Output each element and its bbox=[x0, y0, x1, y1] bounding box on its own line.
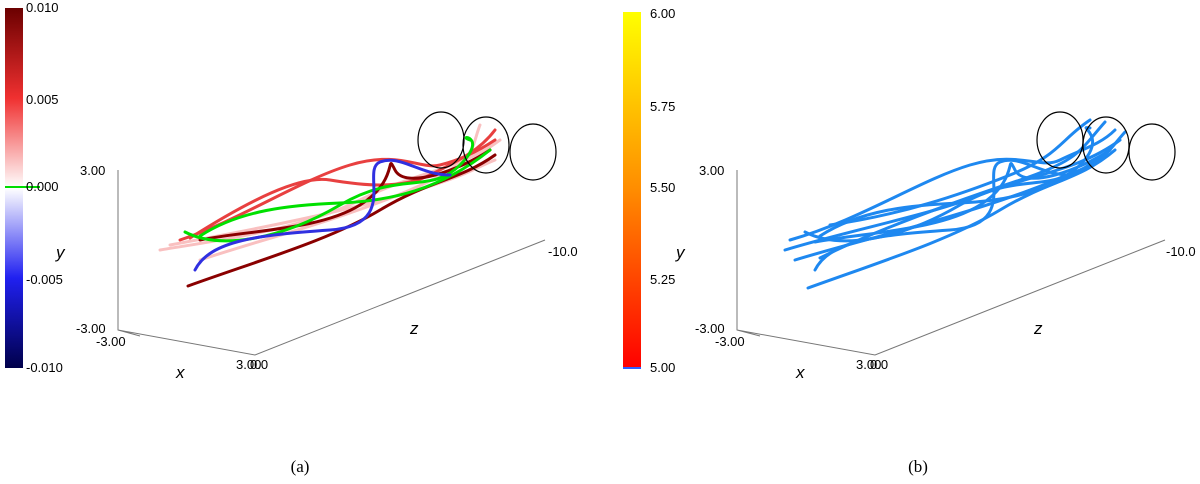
colorbar-tick: 5.25 bbox=[650, 272, 675, 287]
streamlines bbox=[783, 118, 1127, 290]
streamlines bbox=[158, 123, 502, 288]
x-min: -3.00 bbox=[715, 334, 745, 349]
z-max: -10.0 bbox=[548, 244, 578, 259]
panel-a: 0.010 0.005 0.000 -0.005 -0.010 3.00 -3.… bbox=[5, 0, 578, 476]
ring bbox=[462, 116, 510, 174]
colorbar-tick: 5.75 bbox=[650, 99, 675, 114]
panel-b: 6.00 5.75 5.50 5.25 5.00 3.00 -3.00 -3.0… bbox=[623, 6, 1196, 476]
colorbar-tick: -0.010 bbox=[26, 360, 63, 375]
y-min: -3.00 bbox=[76, 321, 106, 336]
z-min: 0.0 bbox=[250, 357, 268, 372]
colorbar-tick: -0.005 bbox=[26, 272, 63, 287]
colorbar-tick: 0.000 bbox=[26, 179, 59, 194]
x-min: -3.00 bbox=[96, 334, 126, 349]
x-max: 3.00 bbox=[856, 357, 881, 372]
colorbar-tick: 0.005 bbox=[26, 92, 59, 107]
colorbar-tick: 5.00 bbox=[650, 360, 675, 375]
z-min: 0.0 bbox=[870, 357, 888, 372]
ring bbox=[417, 111, 465, 169]
y-label: y bbox=[675, 243, 686, 262]
y-min: -3.00 bbox=[695, 321, 725, 336]
colorbar bbox=[623, 12, 641, 368]
z-max: -10.0 bbox=[1166, 244, 1196, 259]
y-max: 3.00 bbox=[80, 163, 105, 178]
colorbar-tick: 5.50 bbox=[650, 180, 675, 195]
x-label: x bbox=[795, 363, 805, 382]
ring bbox=[1128, 123, 1176, 181]
ring bbox=[1082, 116, 1130, 174]
axes-box bbox=[117, 170, 546, 356]
caption: (b) bbox=[908, 457, 928, 476]
z-label: z bbox=[1033, 319, 1043, 338]
colorbar-tick: 0.010 bbox=[26, 0, 59, 15]
axes-box bbox=[736, 170, 1166, 356]
ring bbox=[509, 123, 557, 181]
y-max: 3.00 bbox=[699, 163, 724, 178]
colorbar-tick: 6.00 bbox=[650, 6, 675, 21]
y-label: y bbox=[55, 243, 66, 262]
caption: (a) bbox=[291, 457, 310, 476]
x-label: x bbox=[175, 363, 185, 382]
z-label: z bbox=[409, 319, 419, 338]
x-max: 3.00 bbox=[236, 357, 261, 372]
